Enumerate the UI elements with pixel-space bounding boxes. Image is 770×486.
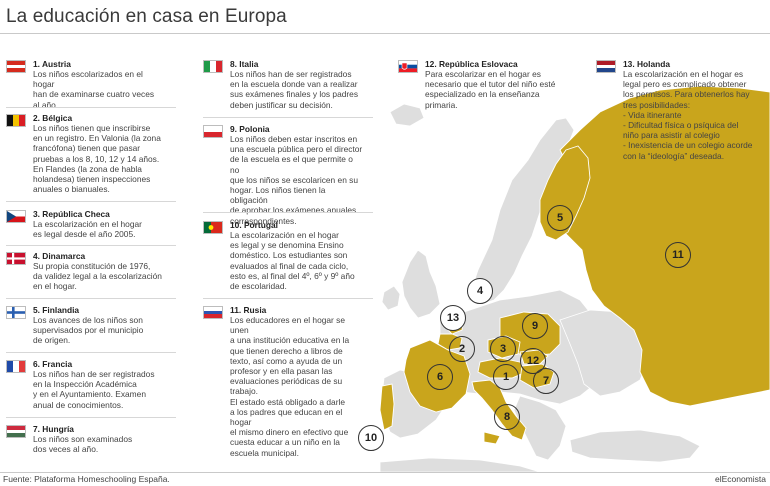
map-marker-6[interactable]: 6	[427, 364, 453, 390]
footer-source: Fuente: Plataforma Homeschooling España.	[3, 474, 170, 484]
entry-divider	[203, 298, 373, 299]
entry-desc: Los niños tienen que inscribirse en un r…	[33, 123, 161, 195]
entry-desc: Los niños han de ser registrados en la e…	[230, 69, 359, 110]
map-marker-10-label: 10	[364, 432, 378, 444]
entry-divider	[6, 107, 176, 108]
entry-divider	[203, 117, 373, 118]
entry-desc: Los niños escolarizados en el hogar han …	[33, 69, 155, 110]
map-marker-8[interactable]: 8	[494, 404, 520, 430]
entry-austria: 1. Austria Los niños escolarizados en el …	[6, 59, 176, 110]
entry-desc: Los niños deben estar inscritos en una e…	[230, 134, 363, 226]
map-marker-4[interactable]: 4	[467, 278, 493, 304]
entry-country: 5. Finlandia	[33, 305, 80, 315]
entry-desc: Su propia constitución de 1976, da valid…	[33, 261, 162, 292]
map-marker-3-label: 3	[499, 343, 507, 355]
map-marker-4-label: 4	[476, 285, 484, 297]
map-marker-13-label: 13	[446, 312, 460, 324]
entry-desc: Los educadores en el hogar se unen a una…	[230, 315, 350, 458]
poland-flag-icon	[203, 125, 223, 138]
entry-czech: 3. República Checa La escolarización en e…	[6, 209, 176, 246]
map-marker-12[interactable]: 12	[520, 348, 546, 374]
entry-portugal: 10. Portugal La escolarización en el hoga…	[203, 220, 373, 299]
entry-country: 6. Francia	[33, 359, 73, 369]
map-marker-6-label: 6	[436, 371, 444, 383]
map-marker-11-label: 11	[672, 249, 684, 261]
entry-france: 6. Francia Los niños han de ser registrad…	[6, 359, 176, 418]
belgium-flag-icon	[6, 114, 26, 127]
entry-desc: La escolarización en el hogar es legal p…	[623, 69, 753, 161]
map-marker-9-label: 9	[531, 320, 539, 332]
entry-belgium: 2. Bélgica Los niños tienen que inscribir…	[6, 113, 176, 202]
map-marker-3[interactable]: 3	[490, 336, 516, 362]
entry-slovakia: 12. República Eslovaca Para escolarizar e…	[398, 59, 558, 110]
russia-flag-icon	[203, 306, 223, 319]
entry-divider	[6, 417, 176, 418]
map-marker-1-label: 1	[502, 371, 510, 383]
map-marker-11[interactable]: 11	[665, 242, 691, 268]
map-marker-5[interactable]: 5	[547, 205, 573, 231]
denmark-flag-icon	[6, 252, 26, 265]
entry-poland: 9. Polonia Los niños deben estar inscrito…	[203, 124, 373, 226]
hungary-flag-icon	[6, 425, 26, 438]
slovakia-flag-icon	[398, 60, 418, 73]
entry-desc: Los avances de los niños son supervisado…	[33, 315, 144, 346]
entry-divider	[6, 298, 176, 299]
entry-desc: La escolarización en el hogar es legal d…	[33, 219, 142, 240]
map-marker-5-label: 5	[556, 212, 564, 224]
portugal-shape	[379, 383, 395, 431]
entry-divider	[203, 212, 373, 213]
entry-country: 11. Rusia	[230, 305, 267, 315]
entry-country: 9. Polonia	[230, 124, 270, 134]
entry-divider	[6, 245, 176, 246]
italy-flag-icon	[203, 60, 223, 73]
entry-country: 13. Holanda	[623, 59, 671, 69]
austria-flag-icon	[6, 60, 26, 73]
entry-divider	[6, 201, 176, 202]
entry-netherlands: 13. Holanda La escolarización en el hogar…	[596, 59, 756, 161]
netherlands-flag-icon	[596, 60, 616, 73]
czech-flag-icon	[6, 210, 26, 223]
portugal-flag-icon	[203, 221, 223, 234]
page-title: La educación en casa en Europa	[6, 6, 287, 27]
entry-finland: 5. Finlandia Los avances de los niños son…	[6, 305, 176, 353]
map-marker-10[interactable]: 10	[358, 425, 384, 451]
map-marker-12-label: 12	[526, 355, 540, 367]
top-divider	[0, 33, 770, 34]
footer-brand: elEconomista	[714, 474, 766, 484]
map-marker-2-label: 2	[458, 343, 466, 355]
entry-desc: Los niños son examinados dos veces al añ…	[33, 434, 133, 455]
finland-flag-icon	[6, 306, 26, 319]
entry-country: 3. República Checa	[33, 209, 110, 219]
entry-country: 2. Bélgica	[33, 113, 73, 123]
entry-desc: Para escolarizar en el hogar es necesari…	[425, 69, 556, 110]
map-marker-1[interactable]: 1	[493, 364, 519, 390]
sicily-shape	[483, 431, 501, 445]
entry-desc: La escolarización en el hogar es legal y…	[230, 230, 355, 292]
map-marker-9[interactable]: 9	[522, 313, 548, 339]
entry-country: 12. República Eslovaca	[425, 59, 518, 69]
entry-divider	[6, 352, 176, 353]
bottom-divider	[0, 472, 770, 473]
map-marker-7[interactable]: 7	[533, 368, 559, 394]
france-flag-icon	[6, 360, 26, 373]
entry-desc: Los niños han de ser registrados en la I…	[33, 369, 155, 410]
map-marker-2[interactable]: 2	[449, 336, 475, 362]
entry-country: 4. Dinamarca	[33, 251, 86, 261]
entry-russia: 11. Rusia Los educadores en el hogar se u…	[203, 305, 363, 458]
entry-country: 10. Portugal	[230, 220, 278, 230]
entry-italy: 8. Italia Los niños han de ser registrado…	[203, 59, 373, 118]
map-marker-8-label: 8	[503, 411, 511, 423]
entry-country: 7. Hungría	[33, 424, 74, 434]
entry-hungary: 7. Hungría Los niños son examinados dos v…	[6, 424, 166, 454]
entry-denmark: 4. Dinamarca Su propia constitución de 19…	[6, 251, 176, 299]
entry-country: 8. Italia	[230, 59, 259, 69]
map-marker-7-label: 7	[542, 375, 550, 387]
map-marker-13[interactable]: 13	[440, 305, 466, 331]
entry-country: 1. Austria	[33, 59, 71, 69]
